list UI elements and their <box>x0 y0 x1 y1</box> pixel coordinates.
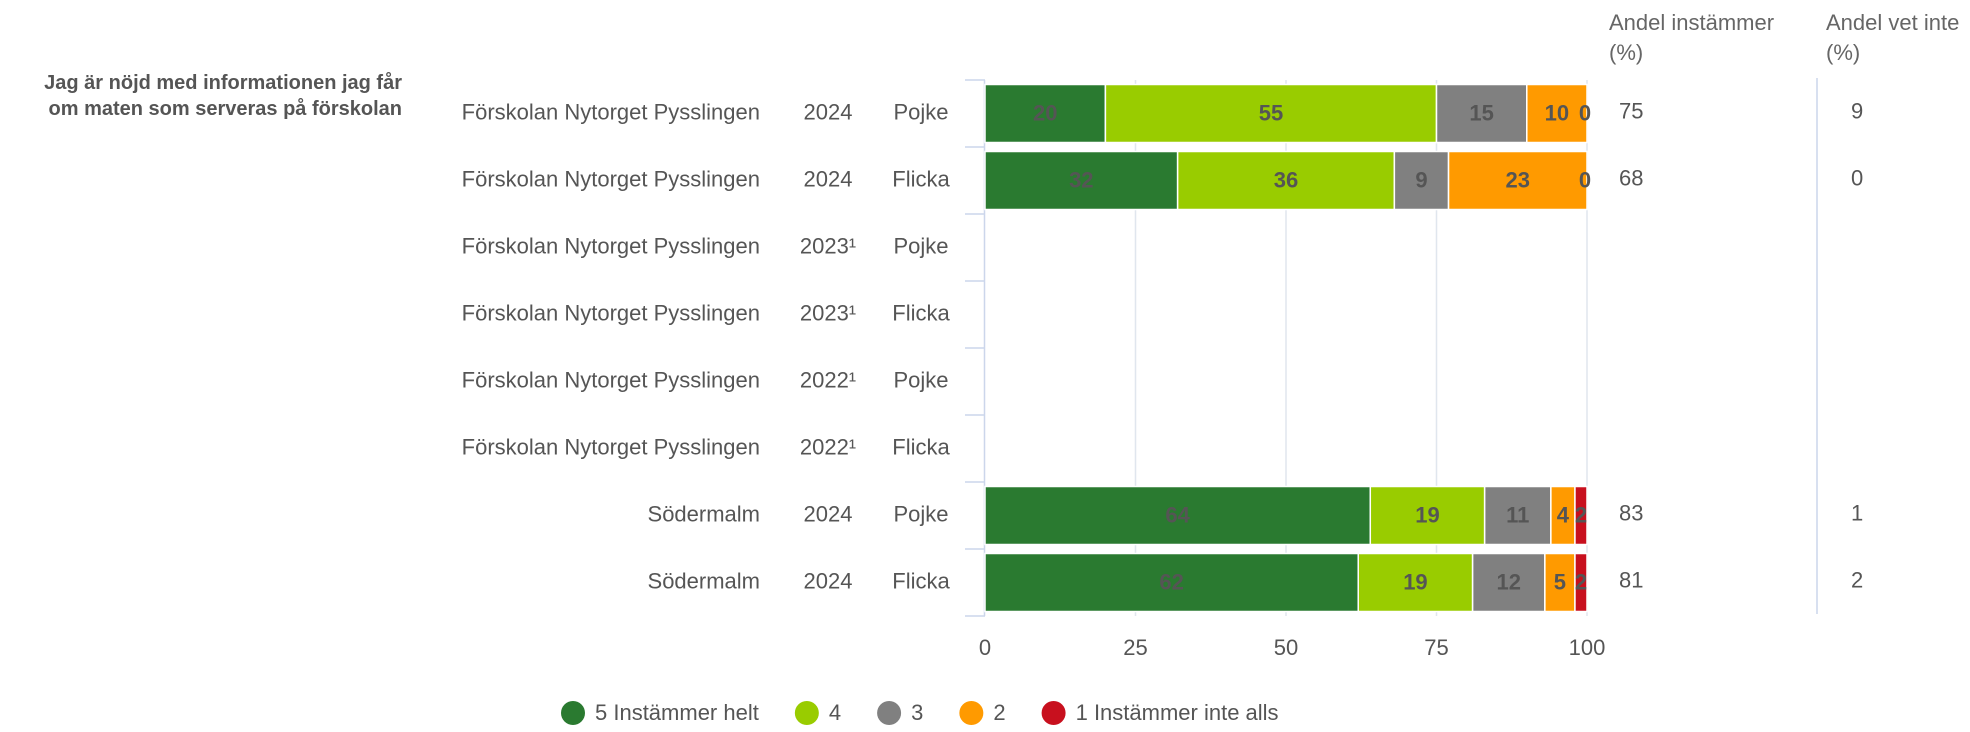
bar-segment <box>1369 485 1486 546</box>
legend-marker <box>877 701 902 725</box>
year-label: 2022¹ <box>800 434 856 459</box>
year-label: 2024 <box>804 568 853 593</box>
agree-header: Andel instämmer (%) <box>1609 10 1775 65</box>
data-label: 4 <box>1557 502 1570 527</box>
question: Jag är nöjd med informationen jag får om… <box>44 72 402 120</box>
data-label: 20 <box>1033 100 1057 125</box>
data-label: 64 <box>1165 502 1190 527</box>
unit-label: Förskolan Nytorget Pysslingen <box>462 99 760 124</box>
dontknow-value: 9 <box>1851 98 1863 123</box>
year-label: 2023¹ <box>800 233 856 258</box>
legend-label: 5 Instämmer helt <box>595 700 759 725</box>
unit-label: Förskolan Nytorget Pysslingen <box>462 367 760 392</box>
legend-marker <box>794 701 819 725</box>
unit-label: Förskolan Nytorget Pysslingen <box>462 166 760 191</box>
agree-value: 75 <box>1619 98 1643 123</box>
year-label: 2022¹ <box>800 367 856 392</box>
data-label: 0 <box>1579 167 1591 192</box>
agree-value: 81 <box>1619 567 1643 592</box>
bar-segment <box>984 485 1372 546</box>
year-label: 2024 <box>804 166 853 191</box>
dontknow-value: 2 <box>1851 567 1863 592</box>
data-label: 15 <box>1469 100 1493 125</box>
data-label: 23 <box>1506 167 1530 192</box>
agree-value: 83 <box>1619 500 1643 525</box>
bar-segment <box>1550 485 1576 546</box>
unit-label: Förskolan Nytorget Pysslingen <box>462 233 760 258</box>
data-label: 19 <box>1403 569 1427 594</box>
gender-label: Flicka <box>892 568 950 593</box>
bar-segment <box>984 552 1359 613</box>
gender-label: Flicka <box>892 166 950 191</box>
x-tick-label: 100 <box>1569 635 1606 660</box>
data-label: 10 <box>1545 100 1569 125</box>
data-label: 11 <box>1506 502 1529 527</box>
x-tick-label: 50 <box>1274 635 1298 660</box>
bar-segment <box>1176 150 1396 211</box>
agree-value: 68 <box>1619 165 1643 190</box>
data-label: 36 <box>1274 167 1298 192</box>
legend-label: 3 <box>911 700 923 725</box>
data-label: 2 <box>1575 502 1587 527</box>
year-label: 2023¹ <box>800 300 856 325</box>
dontknow-value: 0 <box>1851 165 1863 190</box>
data-label: 5 <box>1554 569 1566 594</box>
data-label: 55 <box>1259 100 1283 125</box>
bar-segment <box>1574 552 1588 613</box>
data-label: 12 <box>1496 569 1520 594</box>
bar-segment <box>1471 552 1546 613</box>
x-tick-label: 75 <box>1424 635 1448 660</box>
legend-label: 1 Instämmer inte alls <box>1076 700 1279 725</box>
data-label: 0 <box>1579 100 1591 125</box>
legend-marker <box>1041 701 1066 725</box>
bar-segment <box>1104 83 1438 144</box>
x-tick-label: 25 <box>1123 635 1147 660</box>
bar-segment <box>1357 552 1474 613</box>
bar-segment <box>1483 485 1552 546</box>
dontknow-value: 1 <box>1851 500 1863 525</box>
data-label: 32 <box>1069 167 1093 192</box>
data-label: 9 <box>1415 167 1427 192</box>
bar-segment <box>1447 150 1588 211</box>
data-label: 2 <box>1575 569 1587 594</box>
data-label: 62 <box>1159 569 1183 594</box>
x-tick-label: 0 <box>979 635 991 660</box>
legend-label: 2 <box>993 700 1005 725</box>
unit-label: Södermalm <box>648 501 760 526</box>
bar-segment <box>1435 83 1528 144</box>
bar-segment <box>1544 552 1576 613</box>
dontknow-header: Andel vet inte (%) <box>1826 10 1960 65</box>
gender-label: Pojke <box>893 233 948 258</box>
bar-segment <box>984 150 1179 211</box>
gender-label: Flicka <box>892 300 950 325</box>
bar-segment <box>1393 150 1450 211</box>
legend-marker <box>561 701 585 725</box>
bar-segment <box>1526 83 1588 144</box>
gender-label: Pojke <box>893 501 948 526</box>
unit-label: Förskolan Nytorget Pysslingen <box>462 434 760 459</box>
legend-label: 4 <box>829 700 841 725</box>
bar-segment <box>1574 485 1588 546</box>
year-label: 2024 <box>804 99 853 124</box>
gender-label: Pojke <box>893 99 948 124</box>
data-label: 19 <box>1415 502 1439 527</box>
unit-label: Södermalm <box>648 568 760 593</box>
unit-label: Förskolan Nytorget Pysslingen <box>462 300 760 325</box>
gender-label: Pojke <box>893 367 948 392</box>
bar-segment <box>984 83 1107 144</box>
year-label: 2024 <box>804 501 853 526</box>
gender-label: Flicka <box>892 434 950 459</box>
legend-marker <box>959 701 984 725</box>
